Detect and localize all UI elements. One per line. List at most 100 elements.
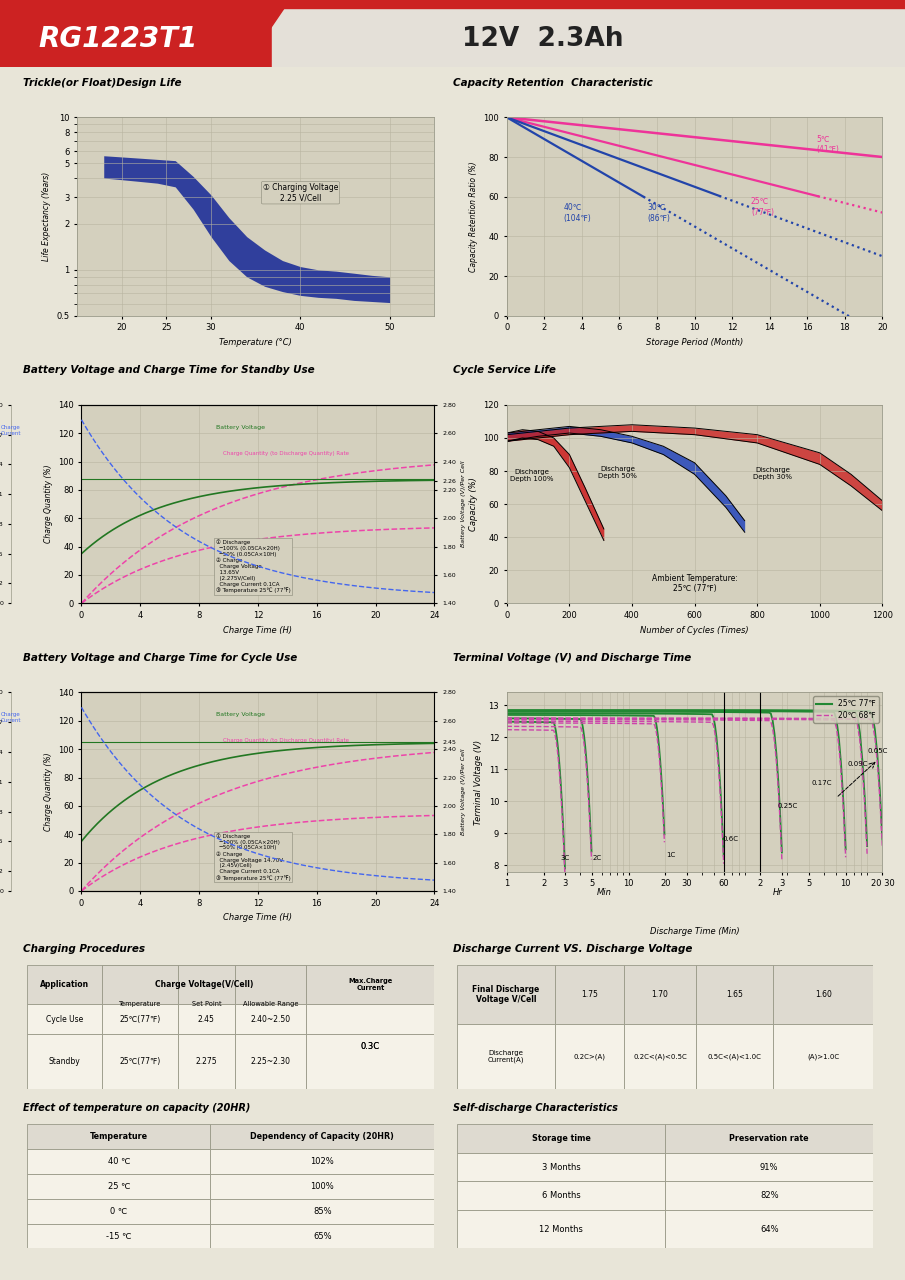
Text: 85%: 85%	[313, 1207, 332, 1216]
Text: Application: Application	[40, 980, 90, 989]
Bar	[665, 1181, 873, 1210]
Text: 25℃(77℉): 25℃(77℉)	[119, 1057, 161, 1066]
Text: 25 ℃: 25 ℃	[108, 1181, 130, 1190]
Text: 64%: 64%	[760, 1225, 778, 1234]
Text: 2C: 2C	[593, 855, 602, 861]
Y-axis label: Terminal Voltage (V): Terminal Voltage (V)	[474, 740, 483, 824]
Text: 0.2C<(A)<0.5C: 0.2C<(A)<0.5C	[634, 1053, 687, 1060]
Text: Final Discharge
Voltage V/Cell: Final Discharge Voltage V/Cell	[472, 984, 539, 1005]
Text: Cycle Use: Cycle Use	[46, 1015, 83, 1024]
Text: Charge Quantity (to Discharge Quantity) Rate: Charge Quantity (to Discharge Quantity) …	[223, 451, 348, 456]
X-axis label: Temperature (°C): Temperature (°C)	[219, 338, 292, 347]
Text: Max.Charge
Current: Max.Charge Current	[348, 978, 393, 991]
Text: Standby: Standby	[49, 1057, 81, 1066]
Bar	[27, 1149, 210, 1174]
Text: 0.17C: 0.17C	[811, 781, 832, 786]
Text: 2.25~2.30: 2.25~2.30	[251, 1057, 291, 1066]
Text: 2.45: 2.45	[198, 1015, 214, 1024]
Text: Hr: Hr	[772, 888, 782, 897]
Text: 25℃
(77℉): 25℃ (77℉)	[751, 197, 774, 216]
Polygon shape	[226, 0, 290, 67]
Text: 82%: 82%	[760, 1192, 778, 1201]
Bar	[697, 965, 774, 1024]
Text: Battery Voltage and Charge Time for Cycle Use: Battery Voltage and Charge Time for Cycl…	[23, 653, 297, 663]
Bar	[457, 1124, 665, 1153]
Bar	[0, 0, 905, 8]
Bar	[102, 1005, 177, 1034]
Bar	[697, 1024, 774, 1089]
Y-axis label: Battery Voltage (V)/Per Cell: Battery Voltage (V)/Per Cell	[462, 749, 466, 835]
Text: Temperature: Temperature	[119, 1001, 161, 1007]
X-axis label: Number of Cycles (Times): Number of Cycles (Times)	[640, 626, 749, 635]
Text: 0.5C<(A)<1.0C: 0.5C<(A)<1.0C	[708, 1053, 762, 1060]
X-axis label: Charge Time (H): Charge Time (H)	[224, 913, 292, 922]
Text: 0.25C: 0.25C	[777, 803, 797, 809]
Y-axis label: Capacity (%): Capacity (%)	[469, 477, 478, 531]
Text: Trickle(or Float)Design Life: Trickle(or Float)Design Life	[23, 78, 181, 88]
Y-axis label: Charge Quantity (%): Charge Quantity (%)	[43, 465, 52, 544]
Text: 0.3C: 0.3C	[361, 1042, 380, 1051]
Legend: 25℃ 77℉, 20℃ 68℉: 25℃ 77℉, 20℃ 68℉	[814, 696, 879, 723]
Text: Storage time: Storage time	[531, 1134, 591, 1143]
Y-axis label: Life Expectancy (Years): Life Expectancy (Years)	[42, 172, 51, 261]
Text: ① Discharge
  ─100% (0.05CA×20H)
  ─50% (0.05CA×10H)
② Charge
  Charge Voltage 1: ① Discharge ─100% (0.05CA×20H) ─50% (0.0…	[215, 833, 291, 881]
Text: Discharge
Depth 30%: Discharge Depth 30%	[753, 467, 793, 480]
Bar	[235, 1005, 306, 1034]
Text: Charge Quantity (to Discharge Quantity) Rate: Charge Quantity (to Discharge Quantity) …	[223, 739, 348, 744]
Text: 0.05C: 0.05C	[868, 749, 888, 754]
Text: 0.6C: 0.6C	[722, 836, 738, 842]
Bar	[665, 1124, 873, 1153]
Bar	[272, 0, 905, 67]
Text: Charging Procedures: Charging Procedures	[23, 943, 145, 954]
Text: Self-discharge Characteristics: Self-discharge Characteristics	[452, 1103, 617, 1114]
Bar	[774, 1024, 873, 1089]
Bar	[457, 1181, 665, 1210]
Bar	[306, 1005, 434, 1034]
Text: 102%: 102%	[310, 1157, 334, 1166]
Text: 0.09C: 0.09C	[847, 762, 868, 767]
Bar	[774, 965, 873, 1024]
Bar	[555, 965, 624, 1024]
Text: Effect of temperature on capacity (20HR): Effect of temperature on capacity (20HR)	[23, 1103, 250, 1114]
Bar	[177, 965, 235, 1005]
Text: Charge
Current: Charge Current	[1, 713, 21, 723]
Bar	[210, 1124, 434, 1149]
Text: 5℃
(41℉): 5℃ (41℉)	[816, 134, 840, 154]
Bar	[235, 1034, 306, 1089]
Text: 1.60: 1.60	[814, 989, 832, 998]
Text: 1.65: 1.65	[727, 989, 743, 998]
Bar	[457, 965, 555, 1024]
Text: Min: Min	[597, 888, 612, 897]
Bar	[306, 965, 434, 1005]
Text: 0.3C: 0.3C	[361, 1042, 380, 1051]
Text: Preservation rate: Preservation rate	[729, 1134, 809, 1143]
Bar	[27, 1124, 210, 1149]
Y-axis label: Capacity Retention Ratio (%): Capacity Retention Ratio (%)	[469, 161, 478, 271]
Text: Battery Voltage: Battery Voltage	[215, 712, 264, 717]
Bar	[27, 1005, 102, 1034]
Bar	[306, 1005, 434, 1034]
Bar	[457, 1153, 665, 1181]
Bar	[27, 965, 102, 1005]
Text: 25℃(77℉): 25℃(77℉)	[119, 1015, 161, 1024]
Text: Battery Voltage: Battery Voltage	[215, 425, 264, 430]
Text: Discharge Time (Min): Discharge Time (Min)	[650, 928, 739, 937]
Text: 40℃
(104℉): 40℃ (104℉)	[563, 204, 591, 223]
Text: 0 ℃: 0 ℃	[110, 1207, 128, 1216]
Bar	[235, 965, 306, 1005]
Text: Charge
Current: Charge Current	[1, 425, 21, 435]
Text: Allowable Range: Allowable Range	[243, 1001, 299, 1007]
Text: ① Discharge
  ─100% (0.05CA×20H)
  ─50% (0.05CA×10H)
② Charge
  Charge Voltage
 : ① Discharge ─100% (0.05CA×20H) ─50% (0.0…	[215, 540, 291, 594]
Text: Set Point: Set Point	[192, 1001, 221, 1007]
Text: 100%: 100%	[310, 1181, 334, 1190]
Text: 2.40~2.50: 2.40~2.50	[251, 1015, 291, 1024]
Text: -15 ℃: -15 ℃	[106, 1231, 131, 1240]
Text: RG1223T1: RG1223T1	[38, 24, 197, 52]
Bar	[457, 1210, 665, 1248]
Bar	[210, 1199, 434, 1224]
X-axis label: Storage Period (Month): Storage Period (Month)	[646, 338, 743, 347]
Text: 0.2C>(A): 0.2C>(A)	[573, 1053, 605, 1060]
Text: 65%: 65%	[313, 1231, 332, 1240]
Y-axis label: Battery Voltage (V)/Per Cell: Battery Voltage (V)/Per Cell	[462, 461, 466, 548]
Text: 91%: 91%	[760, 1162, 778, 1171]
